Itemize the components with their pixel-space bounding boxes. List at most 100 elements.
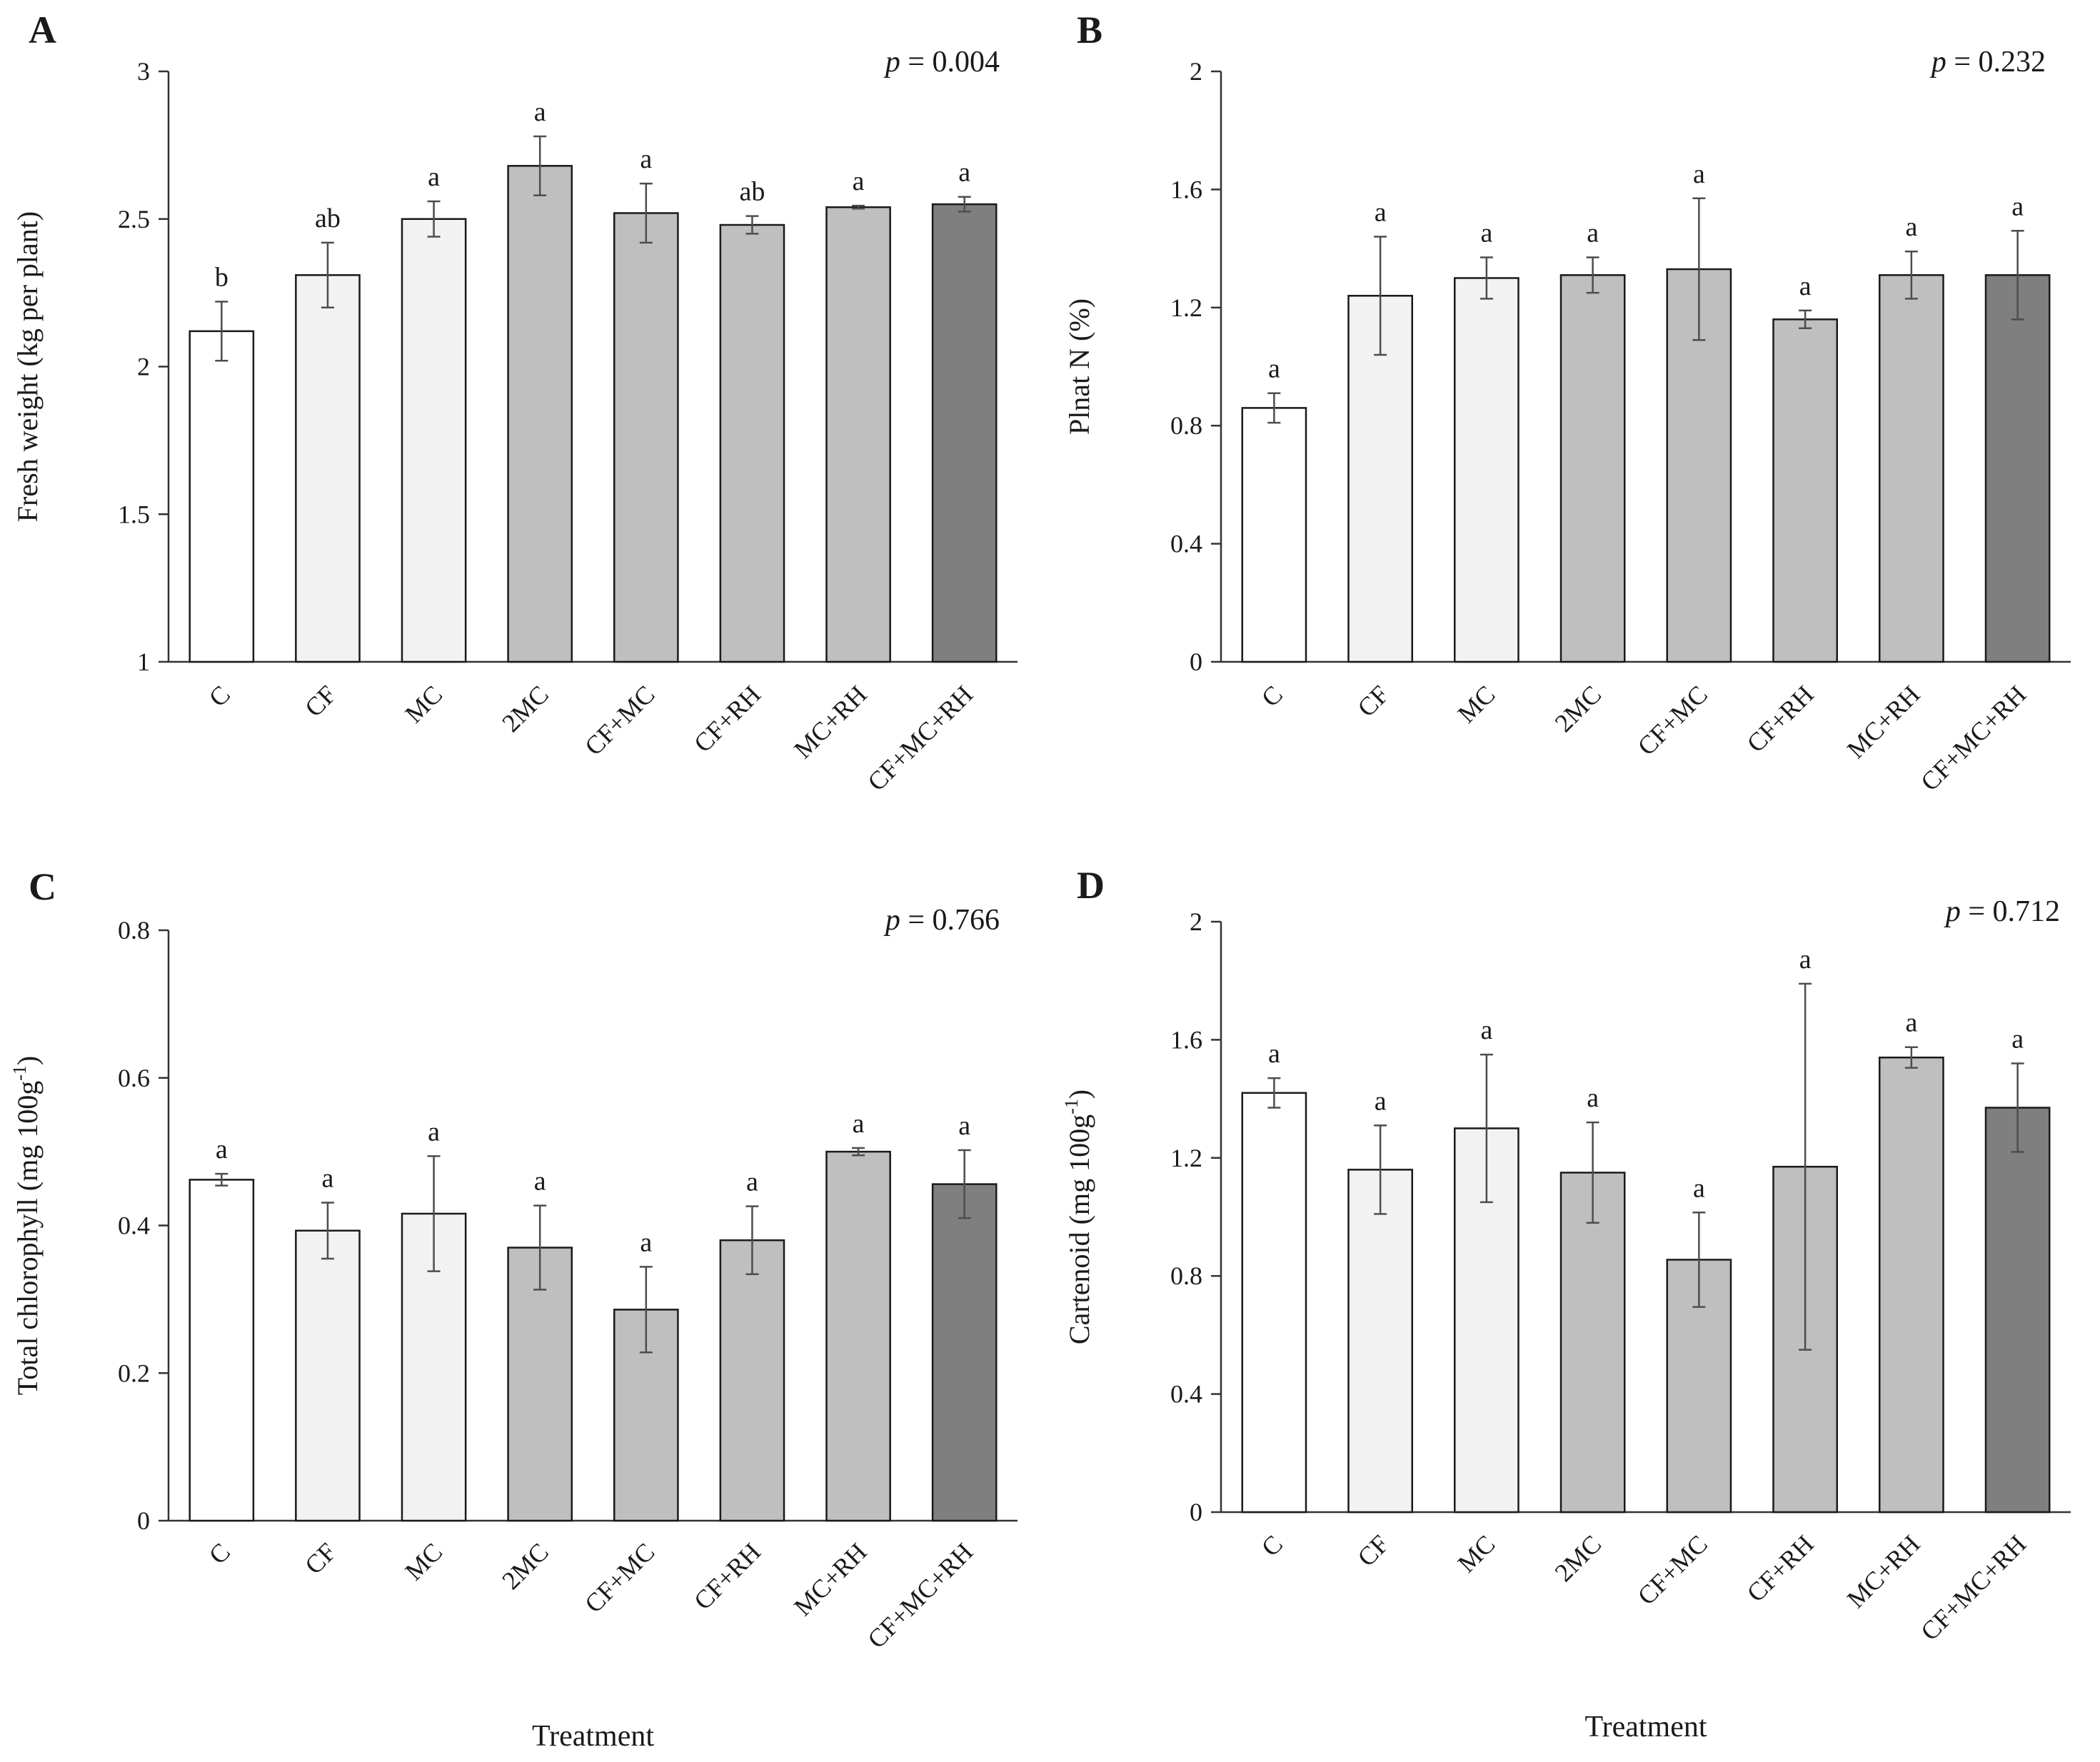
bar-CF+MC+RH bbox=[1984, 274, 2051, 663]
y-tick-label: 2 bbox=[137, 353, 150, 381]
panel-letter: B bbox=[1077, 9, 1102, 51]
error-bar bbox=[215, 301, 228, 362]
x-tick-label: CF+MC bbox=[1632, 680, 1713, 760]
bar-C bbox=[189, 330, 255, 663]
significance-letter: a bbox=[322, 1163, 334, 1193]
error-bar bbox=[1479, 256, 1493, 300]
significance-letter: a bbox=[746, 1167, 758, 1197]
error-bar bbox=[745, 1205, 759, 1275]
bar-C bbox=[189, 1179, 255, 1522]
x-tick-label: CF+MC bbox=[579, 680, 660, 760]
y-tick-label: 1 bbox=[137, 648, 150, 676]
error-bar bbox=[1586, 1121, 1599, 1224]
error-bar bbox=[321, 241, 334, 309]
bar-CF+MC+RH bbox=[931, 1183, 998, 1522]
error-bar bbox=[1479, 1053, 1493, 1204]
bar-2MC bbox=[1559, 274, 1626, 663]
error-bar bbox=[1586, 256, 1599, 294]
y-tick-label: 0.2 bbox=[118, 1359, 150, 1387]
significance-letter: ab bbox=[315, 203, 341, 233]
bar-CF bbox=[1347, 1169, 1413, 1514]
significance-letter: a bbox=[1480, 1015, 1492, 1045]
y-tick-label: 1.2 bbox=[1170, 1144, 1202, 1172]
significance-letter: a bbox=[534, 97, 546, 127]
bar-CF bbox=[295, 274, 361, 663]
y-axis-label: Cartenoid (mg 100g-1) bbox=[1061, 1089, 1095, 1344]
bar-MC+RH bbox=[825, 206, 891, 663]
error-bar bbox=[321, 1202, 334, 1260]
y-tick-label: 0 bbox=[137, 1506, 150, 1535]
x-tick-label: MC bbox=[399, 1537, 448, 1586]
bar-CF+MC bbox=[613, 212, 679, 663]
significance-letter: a bbox=[853, 1109, 865, 1139]
y-tick-label: 2 bbox=[1190, 907, 1202, 936]
x-tick-label: MC+RH bbox=[788, 680, 873, 764]
significance-letter: a bbox=[2011, 191, 2024, 221]
bar-CF+MC+RH bbox=[931, 203, 998, 663]
x-tick-label: C bbox=[1256, 680, 1288, 712]
significance-letter: a bbox=[2011, 1024, 2024, 1054]
y-axis-label: Total chlorophyll (mg 100g-1) bbox=[9, 1056, 44, 1395]
significance-letter: a bbox=[1587, 1083, 1599, 1113]
x-tick-label: C bbox=[1256, 1529, 1288, 1561]
x-tick-label: 2MC bbox=[1549, 1529, 1607, 1587]
bar-C bbox=[1241, 407, 1307, 663]
error-bar bbox=[533, 135, 547, 196]
y-tick-label: 3 bbox=[137, 57, 150, 86]
x-tick-label: CF bbox=[299, 680, 341, 722]
x-tick-label: CF+MC+RH bbox=[1915, 1529, 2031, 1646]
significance-letter: b bbox=[215, 263, 228, 293]
significance-letter: a bbox=[1905, 1008, 1917, 1038]
significance-letter: a bbox=[640, 1227, 652, 1257]
error-bar bbox=[427, 200, 441, 238]
x-tick-label: C bbox=[204, 1537, 236, 1569]
x-tick-label: C bbox=[204, 680, 236, 712]
error-bar bbox=[1692, 197, 1706, 341]
significance-letter: a bbox=[1480, 218, 1492, 248]
chart-panel-D: Dp = 0.712 0 0.4 0.8 1.2 1.6 2 Cartenoid (mg 10… bbox=[1061, 864, 2071, 1743]
y-tick-label: 2.5 bbox=[118, 205, 150, 233]
y-axis-label: Fresh weight (kg per plant) bbox=[11, 211, 44, 522]
x-tick-label: CF+MC+RH bbox=[862, 1537, 978, 1653]
bar-C bbox=[1241, 1092, 1307, 1514]
significance-letter: a bbox=[640, 144, 652, 174]
x-tick-label: CF+RH bbox=[1742, 680, 1819, 757]
significance-letter: a bbox=[1268, 354, 1280, 384]
significance-letter: a bbox=[1693, 1173, 1705, 1203]
y-tick-label: 1.2 bbox=[1170, 293, 1202, 322]
chart-panel-C: Cp = 0.766 0 0.2 0.4 0.6 0.8 Total chlorophyll… bbox=[9, 865, 1018, 1753]
error-bar bbox=[1799, 982, 1812, 1351]
error-bar bbox=[1692, 1212, 1706, 1308]
bar-2MC bbox=[507, 165, 573, 663]
chart-panel-A: Ap = 0.004 1 1.5 2 2.5 3 Fresh weight (kg per … bbox=[11, 9, 1018, 796]
x-tick-label: MC bbox=[1452, 1529, 1501, 1578]
significance-letter: a bbox=[1905, 212, 1917, 242]
x-tick-label: CF+RH bbox=[1742, 1529, 1819, 1607]
x-tick-label: CF+MC+RH bbox=[862, 680, 978, 796]
p-value-label: p = 0.712 bbox=[1944, 895, 2060, 928]
y-tick-label: 1.6 bbox=[1170, 175, 1202, 203]
bar-2MC bbox=[507, 1247, 573, 1522]
y-tick-label: 0.4 bbox=[118, 1212, 150, 1240]
significance-letter: a bbox=[1587, 218, 1599, 248]
x-tick-label: CF bbox=[1352, 680, 1394, 722]
error-bar bbox=[852, 204, 865, 210]
x-tick-label: MC bbox=[399, 680, 448, 728]
significance-letter: a bbox=[1268, 1039, 1280, 1069]
bar-CF+RH bbox=[719, 223, 785, 663]
y-tick-label: 0.4 bbox=[1170, 530, 1202, 558]
significance-letter: a bbox=[958, 158, 970, 188]
significance-letter: a bbox=[853, 166, 865, 196]
significance-letter: a bbox=[428, 1117, 440, 1147]
p-value-label: p = 0.766 bbox=[883, 904, 1000, 937]
error-bar bbox=[1799, 309, 1812, 329]
error-bar bbox=[639, 1266, 653, 1354]
error-bar bbox=[1904, 1046, 1918, 1069]
chart-panel-B: Bp = 0.232 0 0.4 0.8 1.2 1.6 2 Plnat N (%) a Ca CF… bbox=[1063, 9, 2071, 796]
x-tick-label: CF+MC bbox=[1632, 1529, 1713, 1610]
error-bar bbox=[1374, 1124, 1387, 1215]
x-tick-label: MC bbox=[1452, 680, 1501, 728]
x-tick-label: CF+MC bbox=[579, 1537, 660, 1618]
bar-CF bbox=[295, 1229, 361, 1522]
